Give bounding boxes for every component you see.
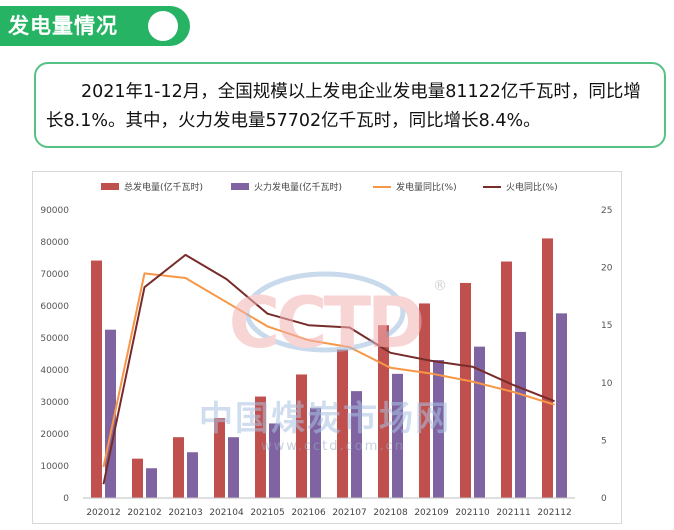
legend-label: 总发电量(亿千瓦时) xyxy=(124,181,203,193)
legend-label: 火力发电量(亿千瓦时) xyxy=(254,181,342,193)
circle-dot-icon xyxy=(148,11,178,41)
y-left-tick-label: 50000 xyxy=(40,334,69,344)
y-left-tick-label: 60000 xyxy=(40,302,69,312)
bar-thermal-generation xyxy=(105,329,116,498)
watermark-url: www.cctd.com.cn xyxy=(261,439,405,454)
watermark-name: 中国煤炭市场网 xyxy=(199,399,451,439)
bar-thermal-generation xyxy=(392,373,403,498)
summary-text: 2021年1-12月，全国规模以上发电企业发电量81122亿千瓦时，同比增长8.… xyxy=(46,82,641,131)
y-left-tick-label: 0 xyxy=(63,494,69,504)
legend-label: 火电同比(%) xyxy=(506,181,558,193)
bar-total-generation xyxy=(542,238,553,498)
y-left-tick-label: 70000 xyxy=(40,270,69,280)
y-right-tick-label: 10 xyxy=(601,379,613,389)
y-right-tick-label: 5 xyxy=(601,436,607,446)
bar-total-generation xyxy=(214,418,225,498)
bar-thermal-generation xyxy=(187,452,198,498)
bar-series xyxy=(91,238,567,498)
x-tick-label: 202102 xyxy=(127,508,161,518)
bar-thermal-generation xyxy=(146,468,157,498)
x-tick-label: 202106 xyxy=(291,508,326,518)
bar-thermal-generation xyxy=(228,437,239,498)
y-left-tick-label: 30000 xyxy=(40,398,69,408)
line-total-yoy xyxy=(102,272,555,468)
y-left-tick-label: 80000 xyxy=(40,238,69,248)
y-left-tick-label: 40000 xyxy=(40,366,69,376)
y-right-tick-label: 25 xyxy=(601,206,612,216)
y-left-tick-label: 20000 xyxy=(40,430,69,440)
x-axis: 202012 202102 202103 202104 202105 202106 2021… xyxy=(83,497,575,518)
watermark: CCTD ® 中国煤炭市场网 www.cctd.com.cn xyxy=(199,271,451,454)
bar-thermal-generation xyxy=(269,423,280,498)
bar-thermal-generation xyxy=(310,407,321,498)
x-tick-label: 202012 xyxy=(86,508,120,518)
x-tick-label: 202109 xyxy=(414,508,449,518)
bar-total-generation xyxy=(337,349,348,498)
bar-total-generation xyxy=(460,282,471,498)
bar-total-generation xyxy=(296,374,307,498)
bar-total-generation xyxy=(132,458,143,498)
x-tick-label: 202103 xyxy=(168,508,202,518)
watermark-brand: CCTD xyxy=(229,282,422,364)
bar-thermal-generation xyxy=(433,360,444,498)
legend-swatch xyxy=(231,183,249,190)
x-tick-label: 202111 xyxy=(496,508,530,518)
section-title: 发电量情况 xyxy=(8,14,118,38)
bar-thermal-generation xyxy=(351,391,362,498)
line-thermal-yoy xyxy=(102,253,555,485)
bar-total-generation xyxy=(173,437,184,498)
section-header: 发电量情况 xyxy=(0,6,190,46)
y-left-tick-label: 10000 xyxy=(40,462,69,472)
combo-chart: 总发电量(亿千瓦时) 火力发电量(亿千瓦时) 发电量同比(%) 火电同比(%) 0 10… xyxy=(40,181,613,518)
bar-thermal-generation xyxy=(515,331,526,498)
bar-total-generation xyxy=(501,261,512,498)
x-tick-label: 202107 xyxy=(332,508,366,518)
legend-swatch xyxy=(101,183,119,190)
y-axis-right: 0 5 10 15 20 25 xyxy=(601,206,613,504)
x-tick-label: 202112 xyxy=(537,508,571,518)
y-left-tick-label: 90000 xyxy=(40,206,69,216)
watermark-ring-top xyxy=(244,271,406,353)
x-tick-label: 202104 xyxy=(209,508,244,518)
summary-box: 2021年1-12月，全国规模以上发电企业发电量81122亿千瓦时，同比增长8.… xyxy=(34,62,666,148)
chart-frame: 总发电量(亿千瓦时) 火力发电量(亿千瓦时) 发电量同比(%) 火电同比(%) 0 10… xyxy=(32,171,622,524)
line-series xyxy=(102,253,555,485)
legend-label: 发电量同比(%) xyxy=(396,181,457,193)
x-tick-label: 202110 xyxy=(455,508,490,518)
y-right-tick-label: 15 xyxy=(601,321,612,331)
chart-legend: 总发电量(亿千瓦时) 火力发电量(亿千瓦时) 发电量同比(%) 火电同比(%) xyxy=(101,181,558,193)
y-right-tick-label: 20 xyxy=(601,264,613,274)
y-axis-left: 0 10000 20000 30000 40000 50000 60000 70000 8000… xyxy=(40,206,69,504)
y-right-tick-label: 0 xyxy=(601,494,607,504)
bar-total-generation xyxy=(419,303,430,498)
x-tick-label: 202105 xyxy=(250,508,284,518)
registered-icon: ® xyxy=(433,278,447,294)
bar-total-generation xyxy=(255,396,266,498)
bar-total-generation xyxy=(91,260,102,498)
bar-total-generation xyxy=(378,325,389,498)
bar-thermal-generation xyxy=(556,313,567,498)
bar-thermal-generation xyxy=(474,346,485,498)
x-tick-label: 202108 xyxy=(373,508,408,518)
